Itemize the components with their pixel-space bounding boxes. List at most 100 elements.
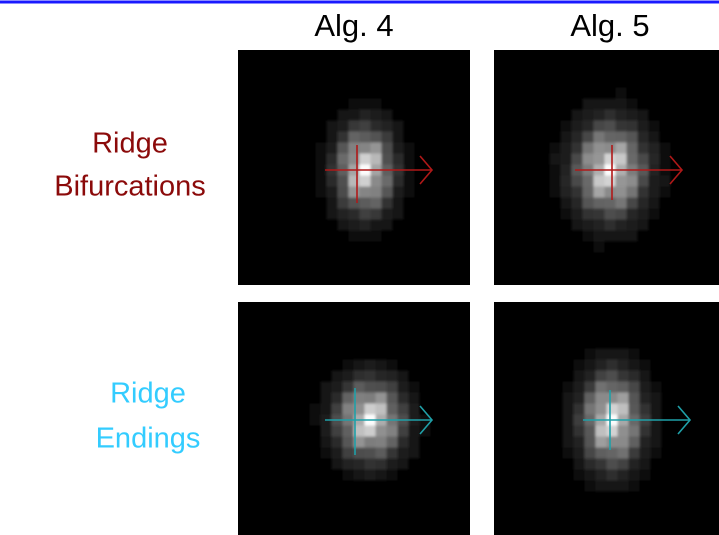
- pixel: [549, 153, 561, 165]
- pixel: [562, 425, 574, 437]
- pixel: [560, 208, 572, 220]
- pixel: [348, 109, 360, 121]
- pixel: [370, 131, 382, 143]
- pixel: [348, 219, 360, 231]
- pixel: [353, 381, 365, 393]
- pixel: [639, 392, 651, 404]
- pixel: [606, 458, 618, 470]
- row-label: Endings: [96, 423, 201, 455]
- panels: [238, 50, 719, 535]
- pixel: [582, 230, 594, 242]
- pixel: [370, 153, 382, 165]
- pixel: [637, 120, 649, 132]
- pixel: [331, 381, 343, 393]
- pixel: [337, 219, 349, 231]
- pixel: [606, 447, 618, 459]
- pixel: [628, 436, 640, 448]
- pixel: [648, 131, 660, 143]
- pixel: [593, 120, 605, 132]
- pixel: [615, 175, 627, 187]
- pixel: [386, 392, 398, 404]
- pixel: [342, 425, 354, 437]
- pixel: [626, 120, 638, 132]
- pixel: [604, 197, 616, 209]
- pixel: [648, 175, 660, 187]
- pixel: [584, 370, 596, 382]
- pixel: [408, 381, 420, 393]
- pixel: [637, 197, 649, 209]
- pixel: [584, 348, 596, 360]
- pixel: [392, 208, 404, 220]
- pixel: [408, 425, 420, 437]
- pixel: [639, 436, 651, 448]
- pixel: [573, 425, 585, 437]
- pixel: [595, 381, 607, 393]
- pixel: [606, 436, 618, 448]
- row-label: Bifurcations: [54, 171, 206, 203]
- pixel: [397, 403, 409, 415]
- pixel: [573, 381, 585, 393]
- pixel: [659, 186, 671, 198]
- pixel: [560, 175, 572, 187]
- pixel: [337, 109, 349, 121]
- pixel: [331, 447, 343, 459]
- pixel: [331, 436, 343, 448]
- pixel: [604, 186, 616, 198]
- pixel: [562, 436, 574, 448]
- blob: [309, 359, 431, 481]
- pixel: [386, 359, 398, 371]
- pixel: [604, 175, 616, 187]
- pixel: [604, 120, 616, 132]
- pixel: [320, 447, 332, 459]
- pixel: [348, 142, 360, 154]
- pixel: [353, 469, 365, 481]
- pixel: [326, 131, 338, 143]
- pixel: [364, 370, 376, 382]
- pixel: [571, 109, 583, 121]
- pixel: [408, 403, 420, 415]
- pixel: [593, 109, 605, 121]
- pixel: [593, 142, 605, 154]
- pixel: [359, 230, 371, 242]
- pixel: [560, 153, 572, 165]
- pixel: [331, 425, 343, 437]
- pixel: [353, 447, 365, 459]
- pixel: [549, 175, 561, 187]
- pixel: [375, 436, 387, 448]
- pixel: [348, 153, 360, 165]
- pixel: [582, 153, 594, 165]
- pixel: [617, 480, 629, 492]
- arrow-head: [419, 155, 434, 185]
- pixel: [584, 425, 596, 437]
- pixel: [606, 392, 618, 404]
- arrow-head: [419, 405, 434, 435]
- pixel: [648, 142, 660, 154]
- pixel: [392, 131, 404, 143]
- pixel: [584, 447, 596, 459]
- pixel: [573, 392, 585, 404]
- pixel: [582, 219, 594, 231]
- pixel: [331, 392, 343, 404]
- pixel: [584, 480, 596, 492]
- pixel: [628, 381, 640, 393]
- pixel: [381, 219, 393, 231]
- pixel: [560, 197, 572, 209]
- pixel: [659, 153, 671, 165]
- image-panel: [494, 302, 719, 535]
- pixel: [320, 403, 332, 415]
- column-title: Alg. 5: [570, 8, 649, 43]
- pixel: [381, 197, 393, 209]
- pixel: [617, 403, 629, 415]
- pixel: [628, 469, 640, 481]
- pixel: [397, 381, 409, 393]
- pixel: [375, 403, 387, 415]
- pixel: [359, 175, 371, 187]
- pixel: [315, 142, 327, 154]
- pixel: [375, 370, 387, 382]
- pixel: [573, 447, 585, 459]
- pixel: [403, 142, 415, 154]
- pixel: [315, 164, 327, 176]
- pixel: [364, 359, 376, 371]
- pixel: [386, 447, 398, 459]
- pixel: [370, 175, 382, 187]
